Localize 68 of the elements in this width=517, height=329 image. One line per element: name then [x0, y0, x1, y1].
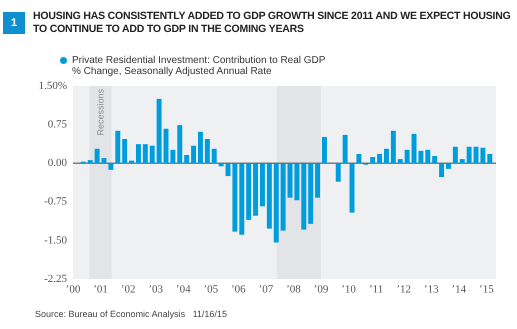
x-tick-label: ’15	[479, 283, 494, 296]
x-tick-label: ’03	[148, 283, 164, 296]
x-tick-label: ’13	[424, 283, 440, 296]
y-tick-label: -0.75	[44, 196, 68, 208]
bar	[253, 163, 258, 216]
x-tick-label: ’11	[368, 283, 384, 296]
x-tick-label: ’01	[93, 283, 108, 296]
bar	[232, 163, 238, 232]
x-tick-label: ’14	[451, 283, 467, 296]
bar	[315, 163, 320, 198]
bar	[129, 160, 134, 164]
bar	[342, 134, 348, 164]
bar	[280, 163, 286, 231]
chart-subtitle: % Change, Seasonally Adjusted Annual Rate	[72, 66, 273, 77]
bar	[356, 154, 362, 164]
bar	[439, 163, 444, 178]
bar	[260, 163, 265, 206]
bar	[164, 128, 168, 164]
bar	[480, 148, 486, 164]
x-tick-label: ’08	[286, 283, 302, 296]
y-tick-label: 0.00	[48, 157, 68, 170]
band-label: Recessions	[96, 88, 106, 136]
bar	[377, 154, 382, 164]
bar	[384, 148, 389, 164]
x-tick-label: ’05	[203, 283, 219, 296]
y-tick-label: 1.50%	[38, 80, 67, 92]
x-tick-label: ’12	[396, 283, 412, 296]
x-tick-label: ’02	[120, 283, 136, 296]
legend-label: Private Residential Investment: Contribution to Real GDP	[72, 55, 326, 66]
bar	[136, 144, 141, 164]
bar	[404, 150, 410, 164]
y-tick-label: -2.25	[44, 272, 68, 285]
bar	[487, 154, 492, 164]
bar	[370, 157, 376, 164]
y-tick-label: 0.75	[48, 118, 68, 130]
x-tick-label: ’09	[314, 283, 329, 296]
bar	[108, 163, 114, 170]
bar	[294, 163, 300, 200]
bar	[412, 134, 416, 164]
bar	[446, 163, 451, 169]
y-tick-label: -1.50	[44, 234, 68, 246]
bar	[288, 163, 292, 198]
x-tick-label: ’06	[231, 283, 246, 296]
bar	[452, 146, 458, 164]
x-tick-label: ’07	[258, 283, 274, 296]
bar	[474, 146, 478, 164]
source-note: Source: Bureau of Economic Analysis 11/16/15	[35, 309, 227, 319]
bar	[226, 163, 230, 176]
bar	[170, 150, 176, 164]
chart-title: HOUSING HAS CONSISTENTLY ADDED TO GDP GROWTH SINCE 2011 AND WE EXPECT HOUSING TO CONTINUE TO ADD TO GDP IN THE COMING YEARS	[33, 10, 512, 36]
x-tick-label: ’04	[176, 283, 192, 296]
bar	[266, 163, 272, 229]
bar	[390, 130, 396, 164]
bar	[156, 98, 162, 164]
bar	[102, 158, 106, 164]
bar	[94, 148, 100, 164]
bar	[274, 163, 279, 242]
bar	[218, 163, 224, 166]
bar	[466, 146, 472, 164]
bar	[418, 150, 424, 164]
bar	[198, 132, 203, 164]
x-tick-label: ’00	[66, 283, 81, 296]
text: 1	[3, 12, 25, 34]
bar	[336, 163, 341, 182]
bar	[191, 146, 196, 164]
x-tick-label: ’10	[341, 283, 356, 296]
bar	[350, 163, 354, 213]
bar	[322, 136, 327, 164]
